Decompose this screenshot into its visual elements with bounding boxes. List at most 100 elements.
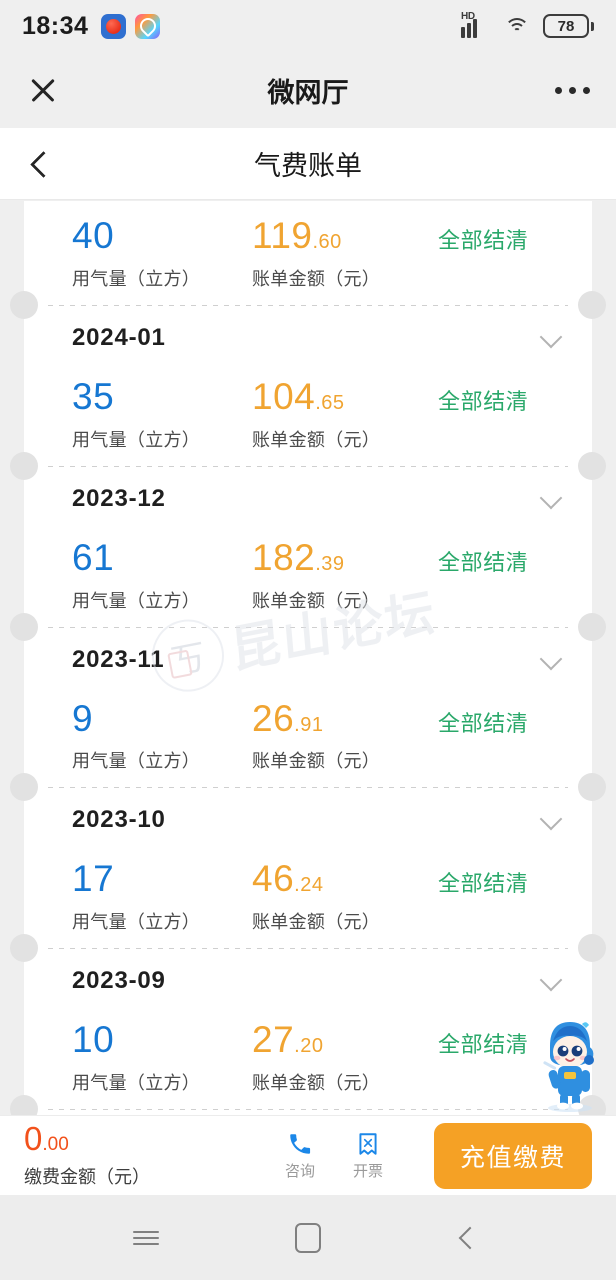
chevron-down-icon[interactable]: [540, 649, 562, 671]
usage-stat: 61 用气量（立方）: [72, 536, 252, 613]
amount-decimal: .60: [312, 231, 342, 253]
back-icon[interactable]: [26, 149, 56, 179]
amount-stat: 26.91 账单金额（元）: [252, 697, 438, 774]
amount-label: 账单金额（元）: [252, 912, 381, 933]
consult-button[interactable]: 咨询: [276, 1131, 324, 1181]
usage-label: 用气量（立方）: [72, 590, 201, 611]
close-icon[interactable]: [26, 73, 60, 107]
bill-month: 2023-12: [72, 484, 166, 512]
bill-stats: 40 用气量（立方） 119.60 账单金额（元） 全部结清: [24, 201, 592, 305]
page-nav-bar: 气费账单: [0, 128, 616, 200]
payment-amount-decimal: .00: [42, 1134, 69, 1155]
usage-stat: 40 用气量（立方）: [72, 216, 252, 291]
back-icon[interactable]: [450, 1218, 490, 1258]
bill-separator: [10, 612, 606, 641]
bill-month-header[interactable]: 2023-12: [24, 467, 592, 523]
usage-label: 用气量（立方）: [72, 268, 201, 289]
bill-stats: 35 用气量（立方） 104.65 账单金额（元） 全部结清: [24, 362, 592, 466]
ticket-notch-right: [578, 612, 606, 641]
status-bar: 18:34 HD 78: [0, 0, 616, 52]
amount-decimal: .20: [294, 1035, 324, 1058]
ticket-notch-left: [10, 451, 38, 480]
bill-separator: [10, 290, 606, 319]
amount-label: 账单金额（元）: [252, 268, 381, 289]
mascot-icon: [543, 1022, 594, 1112]
bill-month: 2023-10: [72, 806, 166, 834]
status-bar-indicators: HD 78: [461, 11, 594, 38]
amount-label: 账单金额（元）: [252, 590, 381, 611]
status-badge: 全部结清: [438, 871, 529, 897]
app-gradient-icon: [135, 13, 161, 39]
bill-month-header[interactable]: 2024-01: [24, 306, 592, 362]
amount-value: 27.20: [252, 1020, 438, 1060]
amount-integer: 182: [252, 536, 316, 578]
bill-entry[interactable]: 40 用气量（立方） 119.60 账单金额（元） 全部结清: [24, 201, 592, 305]
status-bar-clock: 18:34: [22, 11, 89, 40]
bill-month-header[interactable]: 2023-09: [24, 949, 592, 1005]
usage-value: 35: [72, 375, 115, 417]
amount-value: 26.91: [252, 697, 438, 739]
usage-value: 17: [72, 858, 115, 900]
bill-stats: 10 用气量（立方） 27.20 账单金额（元） 全部结清: [24, 1005, 592, 1109]
bill-list-scroll-area[interactable]: 40 用气量（立方） 119.60 账单金额（元） 全部结清 2024-01: [0, 201, 616, 1115]
usage-stat: 17 用气量（立方）: [72, 860, 252, 934]
chevron-down-icon[interactable]: [540, 327, 562, 349]
status-badge: 全部结清: [438, 710, 529, 736]
bill-separator: [10, 934, 606, 963]
invoice-label: 开票: [352, 1162, 383, 1180]
amount-decimal: .65: [315, 391, 345, 414]
payment-amount-block: 0.00 缴费金额（元）: [24, 1122, 150, 1189]
amount-decimal: .24: [294, 874, 324, 897]
bill-month-header[interactable]: 2023-11: [24, 628, 592, 684]
status-badge: 全部结清: [438, 228, 529, 253]
bill-month-header[interactable]: 2023-10: [24, 788, 592, 844]
ticket-notch-right: [578, 290, 606, 319]
usage-label: 用气量（立方）: [72, 429, 201, 450]
customer-service-mascot[interactable]: [536, 1016, 604, 1112]
more-icon[interactable]: [555, 86, 590, 94]
android-nav-bar: [0, 1195, 616, 1280]
chevron-down-icon[interactable]: [540, 809, 562, 831]
ticket-notch-right: [578, 451, 606, 480]
battery-percent: 78: [543, 14, 589, 38]
amount-stat: 182.39 账单金额（元）: [252, 536, 438, 613]
battery-icon: 78: [543, 14, 594, 38]
amount-integer: 104: [252, 375, 316, 417]
bill-entry[interactable]: 2023-09 10 用气量（立方） 27.20 账单金额（元） 全部结清: [24, 949, 592, 1109]
consult-label: 咨询: [284, 1162, 315, 1180]
invoice-button[interactable]: 开票: [344, 1131, 392, 1181]
amount-label: 账单金额（元）: [252, 1073, 381, 1094]
ticket-notch-left: [10, 612, 38, 641]
bill-stats: 61 用气量（立方） 182.39 账单金额（元） 全部结清: [24, 523, 592, 627]
chevron-down-icon[interactable]: [540, 970, 562, 992]
bill-entry[interactable]: 2023-12 61 用气量（立方） 182.39 账单金额（元） 全部结清: [24, 467, 592, 627]
usage-value: 61: [72, 536, 115, 578]
ticket-notch-left: [10, 934, 38, 963]
recents-icon[interactable]: [126, 1218, 166, 1258]
amount-decimal: .91: [294, 713, 324, 736]
home-icon[interactable]: [288, 1218, 328, 1258]
amount-decimal: .39: [315, 552, 345, 575]
bill-entry[interactable]: 2023-11 9 用气量（立方） 26.91 账单金额（元） 全部结清: [24, 628, 592, 788]
ticket-notch-left: [10, 773, 38, 802]
amount-stat: 46.24 账单金额（元）: [252, 858, 438, 934]
amount-integer: 119: [252, 215, 313, 256]
usage-stat: 35 用气量（立方）: [72, 375, 252, 452]
hd-label: HD: [461, 11, 475, 22]
recharge-pay-button[interactable]: 充值缴费: [433, 1122, 592, 1189]
payment-amount-label: 缴费金额（元）: [24, 1167, 150, 1187]
bill-stats: 17 用气量（立方） 46.24 账单金额（元） 全部结清: [24, 844, 592, 948]
phone-icon: [290, 1133, 311, 1154]
payment-bar: 0.00 缴费金额（元） 咨询 开票 充值缴费: [0, 1115, 616, 1195]
bill-separator: [10, 773, 606, 802]
usage-stat: 9 用气量（立方）: [72, 699, 252, 774]
chevron-down-icon[interactable]: [540, 488, 562, 510]
ticket-notch-right: [578, 934, 606, 963]
status-badge: 全部结清: [438, 1032, 529, 1058]
amount-integer: 46: [252, 858, 295, 900]
bill-entry[interactable]: 2024-01 35 用气量（立方） 104.65 账单金额（元） 全部结清: [24, 306, 592, 466]
bill-entry[interactable]: 2023-10 17 用气量（立方） 46.24 账单金额（元） 全部结清: [24, 788, 592, 948]
page-title: 气费账单: [254, 151, 362, 181]
amount-integer: 26: [252, 697, 295, 739]
